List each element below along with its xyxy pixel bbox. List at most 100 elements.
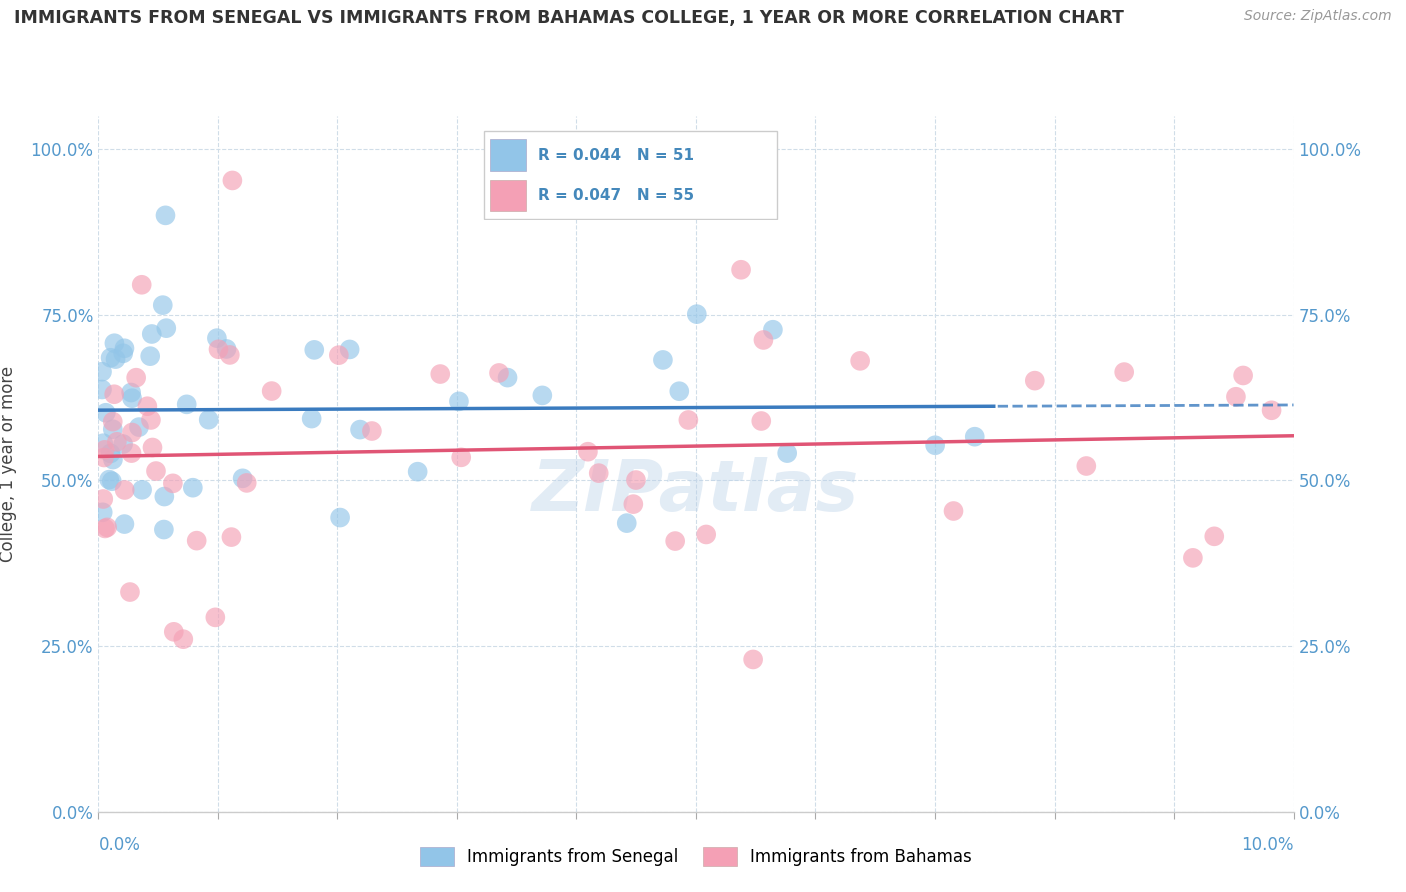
Point (1114, 365, 1136, 379)
Point (141, 326, 163, 341)
Point (100, 446, 122, 460)
Point (339, 343, 361, 357)
Point (616, 516, 638, 530)
Point (749, 414, 772, 428)
Point (488, 366, 510, 380)
Point (101, 452, 124, 467)
Point (114, 483, 136, 497)
Point (155, 208, 177, 222)
Point (301, 411, 323, 425)
Point (588, 466, 610, 480)
Text: ZIPatlas: ZIPatlas (533, 458, 859, 526)
Point (304, 343, 326, 357)
Point (112, 437, 135, 451)
Point (651, 353, 673, 368)
Point (849, 354, 872, 368)
Point (1225, 390, 1247, 404)
Y-axis label: College, 1 year or more: College, 1 year or more (0, 366, 17, 562)
Point (215, 342, 238, 356)
Point (101, 415, 124, 429)
Point (128, 420, 150, 434)
Point (131, 483, 153, 497)
Point (139, 349, 162, 363)
Point (114, 517, 136, 532)
Point (260, 384, 283, 398)
Point (221, 173, 243, 187)
Point (329, 510, 352, 524)
Point (531, 388, 554, 402)
Point (105, 434, 128, 449)
Point (91, 505, 114, 519)
Point (121, 425, 143, 440)
Point (121, 446, 143, 460)
Legend: Immigrants from Senegal, Immigrants from Bahamas: Immigrants from Senegal, Immigrants from… (413, 840, 979, 873)
Point (576, 444, 599, 458)
Point (1024, 374, 1046, 388)
Point (678, 413, 700, 427)
Point (104, 352, 127, 367)
Point (207, 343, 229, 357)
Point (232, 471, 254, 485)
Point (235, 475, 257, 490)
Point (98, 473, 121, 487)
Text: Source: ZipAtlas.com: Source: ZipAtlas.com (1244, 9, 1392, 23)
Point (114, 341, 136, 355)
Point (942, 504, 965, 518)
Point (91, 383, 114, 397)
Point (664, 534, 686, 549)
Point (668, 384, 690, 399)
Point (136, 399, 159, 413)
Point (93, 450, 115, 465)
Point (218, 348, 240, 362)
Point (624, 473, 647, 487)
Point (121, 391, 143, 405)
Point (776, 446, 799, 460)
Text: 0.0%: 0.0% (98, 836, 141, 854)
Point (101, 474, 124, 488)
Point (176, 397, 198, 411)
Point (197, 412, 219, 426)
Point (742, 652, 765, 666)
Point (118, 585, 141, 599)
Point (1260, 403, 1282, 417)
Point (120, 385, 142, 400)
Point (172, 632, 194, 647)
Point (152, 298, 174, 312)
Point (186, 533, 208, 548)
Point (496, 370, 519, 384)
Point (1232, 368, 1254, 383)
Text: 10.0%: 10.0% (1241, 836, 1294, 854)
Point (101, 422, 124, 436)
Point (1181, 550, 1204, 565)
Point (91, 436, 114, 450)
Point (155, 321, 177, 335)
Point (221, 530, 243, 544)
Point (361, 424, 384, 438)
Point (447, 394, 470, 409)
Point (163, 624, 186, 639)
Point (1204, 529, 1226, 543)
Point (139, 413, 162, 427)
Point (730, 262, 752, 277)
Text: IMMIGRANTS FROM SENEGAL VS IMMIGRANTS FROM BAHAMAS COLLEGE, 1 YEAR OR MORE CORRE: IMMIGRANTS FROM SENEGAL VS IMMIGRANTS FR… (14, 9, 1123, 27)
Point (112, 346, 135, 360)
Point (94, 406, 117, 420)
Point (181, 481, 204, 495)
Point (100, 351, 122, 365)
Point (695, 527, 717, 541)
Point (91, 365, 114, 379)
Point (141, 441, 163, 455)
Point (91, 491, 114, 506)
Point (621, 497, 644, 511)
Point (204, 610, 226, 624)
Point (162, 476, 184, 491)
Point (103, 336, 125, 351)
Point (131, 277, 153, 292)
Point (125, 370, 148, 384)
Point (752, 333, 775, 347)
Point (349, 423, 371, 437)
Point (205, 331, 228, 345)
Point (94, 521, 117, 535)
Point (153, 490, 176, 504)
Point (1076, 458, 1098, 473)
